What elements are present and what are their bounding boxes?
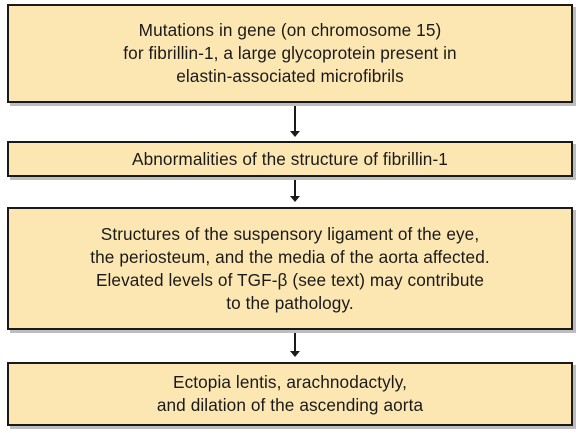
flowchart-box-clinical-outcomes: Ectopia lentis, arachnodactyly, and dila… [7, 362, 573, 426]
arrow-shaft [294, 333, 296, 351]
flowchart-box-text: Abnormalities of the structure of fibril… [132, 148, 448, 169]
flowchart-box-affected-structures: Structures of the suspensory ligament of… [7, 207, 573, 330]
arrow-head [290, 131, 300, 137]
flowchart-box-fibrillin-abnormalities: Abnormalities of the structure of fibril… [7, 141, 573, 177]
arrow-head [290, 351, 300, 357]
arrow-shaft [294, 180, 296, 196]
flowchart-box-text: Mutations in gene (on chromosome 15) for… [123, 20, 457, 86]
flowchart-box-gene-mutation: Mutations in gene (on chromosome 15) for… [7, 4, 573, 103]
flowchart-box-text: Ectopia lentis, arachnodactyly, and dila… [156, 372, 424, 415]
arrow-shaft [294, 106, 296, 131]
arrow-head [290, 196, 300, 202]
flowchart-box-text: Structures of the suspensory ligament of… [90, 223, 490, 313]
